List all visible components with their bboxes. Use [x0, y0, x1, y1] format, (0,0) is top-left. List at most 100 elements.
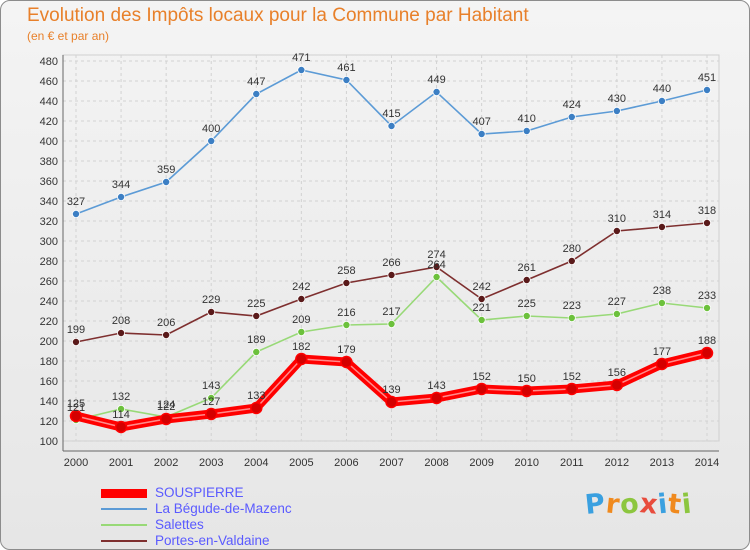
data-label: 430 [608, 93, 626, 105]
data-label: 188 [698, 335, 716, 347]
data-point [565, 382, 579, 396]
data-label: 227 [608, 296, 626, 308]
x-tick-label: 2001 [109, 457, 133, 469]
data-point [297, 327, 306, 336]
data-point [477, 315, 486, 324]
y-tick-label: 340 [40, 196, 58, 208]
data-label: 208 [112, 315, 130, 327]
data-point [655, 357, 669, 371]
data-point [522, 311, 531, 320]
y-tick-label: 220 [40, 316, 58, 328]
data-label: 121 [67, 402, 85, 414]
data-point [117, 404, 126, 413]
data-label: 344 [112, 179, 130, 191]
y-tick-label: 160 [40, 376, 58, 388]
data-label: 318 [698, 205, 716, 217]
data-point [295, 352, 308, 366]
y-tick-label: 260 [40, 276, 58, 288]
data-label: 114 [112, 409, 130, 421]
x-tick-label: 2005 [289, 457, 313, 469]
legend-label: Salettes [155, 517, 204, 532]
data-label: 242 [472, 281, 490, 293]
data-label: 125 [67, 398, 85, 410]
data-point [252, 347, 261, 356]
data-label: 242 [292, 281, 310, 293]
data-point [522, 127, 531, 136]
data-label: 199 [67, 324, 85, 336]
data-label: 127 [202, 396, 220, 408]
legend-label: Portes-en-Valdaine [155, 533, 270, 548]
data-point [522, 275, 531, 284]
data-label: 447 [247, 76, 265, 88]
data-label: 440 [653, 83, 671, 95]
data-point [432, 272, 441, 281]
y-tick-label: 360 [40, 176, 58, 188]
data-point [342, 278, 351, 287]
data-point [342, 320, 351, 329]
data-point [387, 319, 396, 328]
legend-swatch [101, 508, 147, 511]
data-point [117, 192, 126, 201]
data-point [567, 313, 576, 322]
data-point [72, 337, 81, 346]
data-label: 225 [518, 298, 536, 310]
data-point [610, 378, 624, 392]
data-label: 179 [337, 344, 355, 356]
data-label: 122 [157, 401, 175, 413]
legend-item: SOUSPIERRE [101, 485, 292, 501]
data-point [297, 294, 306, 303]
data-point [117, 328, 126, 337]
x-tick-label: 2006 [334, 457, 358, 469]
data-label: 266 [382, 257, 400, 269]
x-tick-label: 2008 [424, 457, 448, 469]
data-point [162, 177, 171, 186]
data-point [432, 88, 441, 97]
x-tick-label: 2004 [244, 457, 268, 469]
data-label: 424 [563, 99, 581, 111]
data-label: 156 [608, 367, 626, 379]
data-label: 124 [157, 399, 175, 411]
data-label: 223 [563, 300, 581, 312]
chart-subtitle: (en € et par an) [27, 29, 110, 43]
data-label: 150 [518, 373, 536, 385]
data-label: 471 [292, 52, 310, 64]
data-point [477, 294, 486, 303]
data-label: 310 [608, 213, 626, 225]
data-label: 206 [157, 317, 175, 329]
y-tick-label: 400 [40, 136, 58, 148]
x-tick-label: 2010 [514, 457, 538, 469]
y-tick-label: 300 [40, 236, 58, 248]
data-label: 233 [698, 290, 716, 302]
data-point [207, 393, 216, 402]
data-label: 400 [202, 123, 220, 135]
y-tick-label: 240 [40, 296, 58, 308]
data-label: 143 [427, 380, 445, 392]
y-tick-label: 460 [40, 76, 58, 88]
data-label: 410 [518, 113, 536, 125]
data-point [385, 395, 398, 409]
data-point [700, 346, 714, 360]
chart-legend: SOUSPIERRE La Bégude-de-Mazenc Salettes Por… [101, 485, 292, 549]
chart-title: Evolution des Impôts locaux pour la Comm… [27, 5, 529, 26]
legend-label: La Bégude-de-Mazenc [155, 501, 292, 516]
data-label: 189 [247, 334, 265, 346]
data-point [430, 391, 443, 405]
data-point [520, 384, 533, 398]
data-label: 225 [247, 298, 265, 310]
data-point [297, 66, 306, 75]
y-tick-label: 120 [40, 416, 58, 428]
legend-swatch [101, 524, 147, 527]
data-point [612, 309, 621, 318]
y-tick-label: 280 [40, 256, 58, 268]
data-point [612, 107, 621, 116]
data-label: 177 [653, 346, 671, 358]
y-tick-label: 480 [40, 56, 58, 68]
data-point [159, 412, 173, 426]
legend-label: SOUSPIERRE [155, 485, 244, 500]
y-tick-label: 140 [40, 396, 58, 408]
y-tick-label: 100 [40, 436, 58, 448]
data-point [657, 97, 666, 106]
data-point [703, 86, 712, 95]
legend-item: Salettes [101, 517, 292, 533]
data-point [69, 409, 83, 423]
